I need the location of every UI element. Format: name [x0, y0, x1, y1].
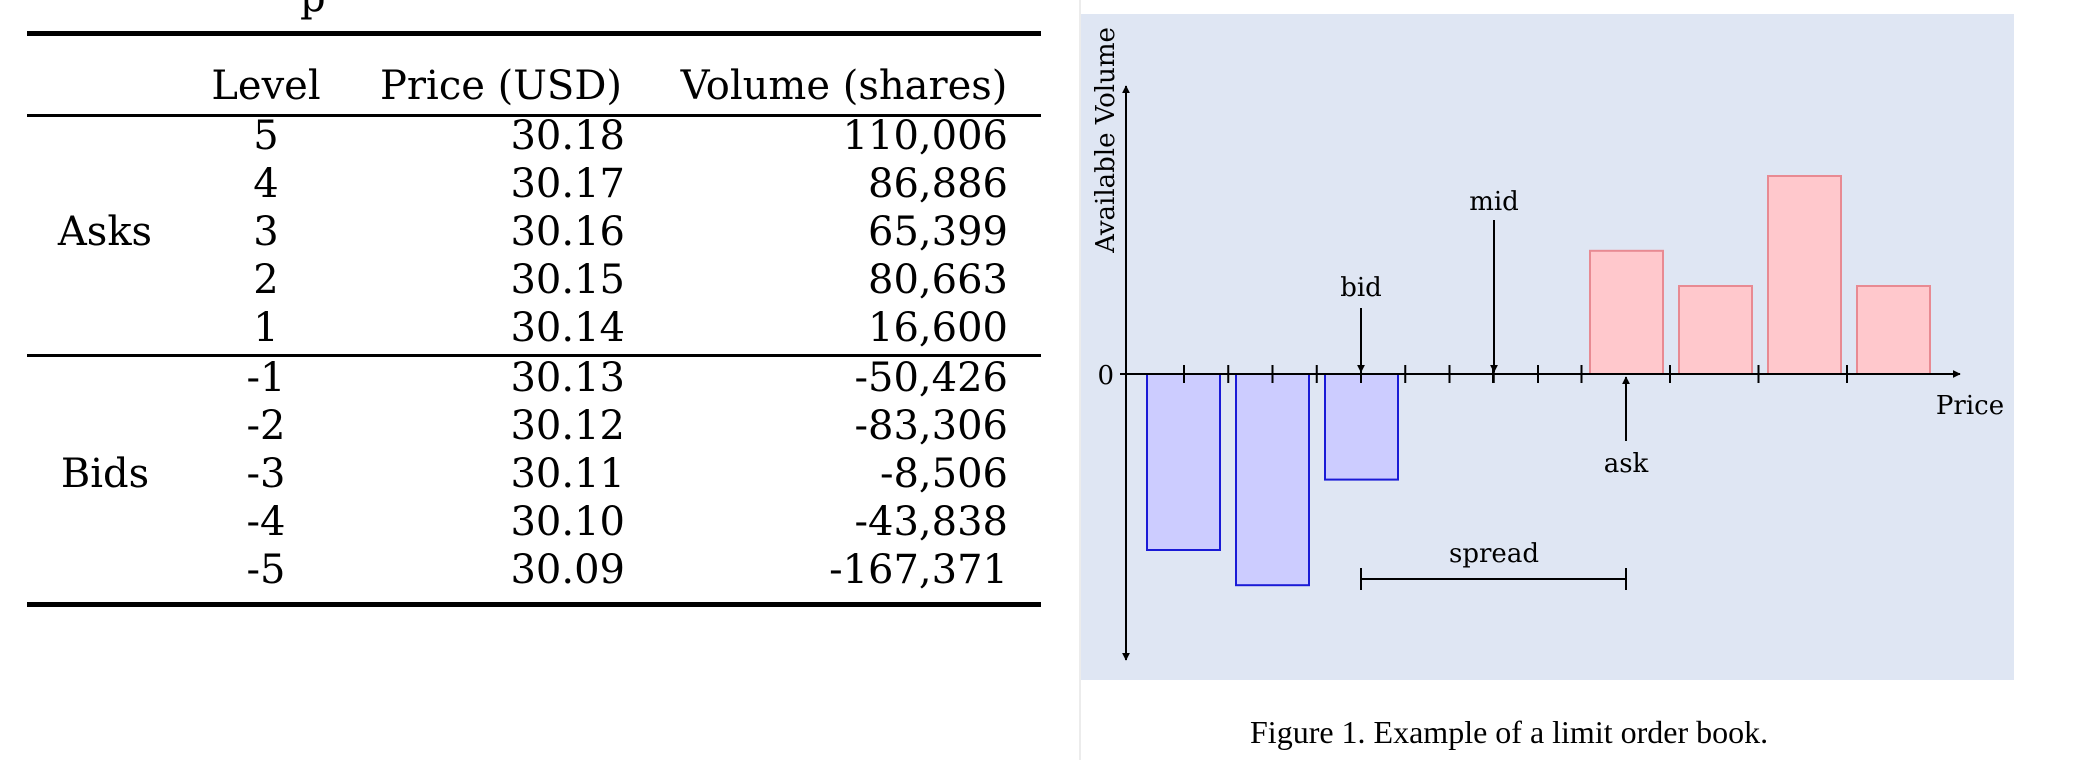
cell-volume: 80,663 — [868, 257, 1008, 303]
header-level: Level — [211, 63, 321, 109]
cell-volume: -50,426 — [854, 355, 1008, 401]
x-axis-label: Price — [1936, 391, 2004, 421]
cell-volume: -83,306 — [854, 403, 1008, 449]
table-page: p Level Price (USD) Volume (shares) 5 30.… — [27, 0, 1041, 607]
bid-bar-3 — [1324, 373, 1399, 481]
cell-volume: 110,006 — [842, 113, 1008, 159]
mid-label: mid — [1469, 187, 1519, 217]
ask-bar-4 — [1589, 249, 1664, 375]
y-axis-label: Available Volume — [1091, 27, 1121, 254]
group-rule — [27, 354, 1041, 357]
cell-price: 30.18 — [510, 113, 625, 159]
cell-volume: -43,838 — [854, 499, 1008, 545]
cell-price: 30.12 — [510, 403, 625, 449]
ask-bar-6 — [1767, 175, 1842, 375]
cell-level: 3 — [253, 209, 279, 255]
cell-level: -5 — [246, 547, 286, 593]
cell-volume: 86,886 — [868, 161, 1008, 207]
cell-price: 30.10 — [510, 499, 625, 545]
cell-level: -2 — [246, 403, 286, 449]
cell-volume: 16,600 — [868, 305, 1008, 351]
cell-price: 30.09 — [510, 547, 625, 593]
cell-volume: 65,399 — [868, 209, 1008, 255]
volume-bars — [1146, 175, 1931, 587]
cell-price: 30.16 — [510, 209, 625, 255]
page-divider — [1079, 0, 1081, 760]
cell-level: -4 — [246, 499, 286, 545]
axes — [1120, 85, 1961, 661]
cell-volume: -8,506 — [879, 451, 1008, 497]
cell-price: 30.14 — [510, 305, 625, 351]
cell-price: 30.17 — [510, 161, 625, 207]
cell-volume: -167,371 — [829, 547, 1008, 593]
bid-bar-2 — [1235, 373, 1310, 587]
group-label: Asks — [57, 209, 153, 255]
cell-level: -1 — [246, 355, 286, 401]
figure-caption: Figure 1. Example of a limit order book. — [1250, 714, 1769, 750]
ask-bar-7 — [1856, 285, 1931, 375]
cell-level: 4 — [253, 161, 279, 207]
cell-level: 5 — [253, 113, 279, 159]
ask-label: ask — [1604, 449, 1649, 479]
table-top-rule — [27, 31, 1041, 36]
bid-label: bid — [1340, 273, 1382, 303]
ask-bar-5 — [1678, 285, 1753, 375]
zero-label: 0 — [1097, 361, 1114, 391]
cell-level: 1 — [253, 305, 279, 351]
cell-price: 30.15 — [510, 257, 625, 303]
bid-bar-1 — [1146, 373, 1221, 551]
cell-price: 30.13 — [510, 355, 625, 401]
table-top-fragment: p — [300, 0, 326, 22]
spread-label: spread — [1449, 539, 1539, 569]
group-label: Bids — [60, 451, 150, 497]
annotations: bid mid ask spread Price 0 Available Vol… — [1091, 27, 2004, 590]
header-rule — [27, 114, 1041, 117]
table-bottom-rule — [27, 602, 1041, 607]
cell-price: 30.11 — [510, 451, 625, 497]
cell-level: -3 — [246, 451, 286, 497]
cell-level: 2 — [253, 257, 279, 303]
x-ticks — [1183, 365, 1848, 383]
header-price: Price (USD) — [379, 63, 623, 109]
header-volume: Volume (shares) — [680, 63, 1008, 109]
